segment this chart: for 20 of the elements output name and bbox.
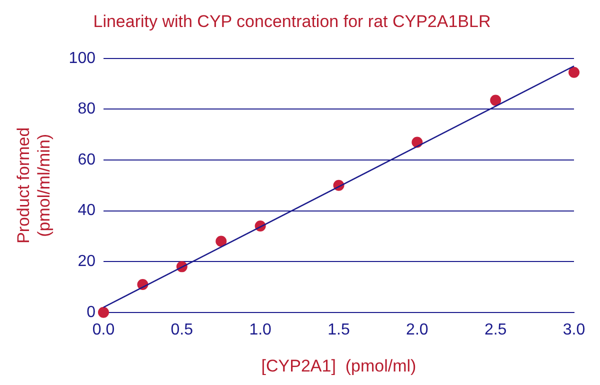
y-axis-title: Product formed (pmol/ml/min) (14, 127, 54, 244)
y-tick-label: 20 (78, 253, 96, 270)
x-tick-label: 2.5 (484, 321, 507, 338)
chart-title: Linearity with CYP concentration for rat CYP2A1BLR (93, 12, 491, 31)
y-tick-label: 60 (78, 151, 96, 168)
point (98, 306, 109, 318)
y-tick-label: 100 (68, 50, 96, 67)
x-tick-label: 3.0 (562, 321, 586, 338)
point (568, 66, 580, 78)
x-tick-label: 1.5 (328, 321, 350, 338)
point (216, 236, 227, 247)
point (490, 94, 502, 106)
x-tick-label: 2.0 (406, 321, 428, 338)
x-tick-label: 0.5 (170, 321, 194, 338)
x-tick-label: 1.0 (249, 321, 272, 338)
x-axis-title: [CYP2A1] (pmol/ml) (261, 356, 416, 376)
y-tick-label: 0 (86, 304, 96, 321)
x-tick-label: 0.0 (92, 321, 115, 338)
y-tick-label: 40 (78, 202, 96, 220)
y-tick-label: 80 (78, 100, 96, 118)
